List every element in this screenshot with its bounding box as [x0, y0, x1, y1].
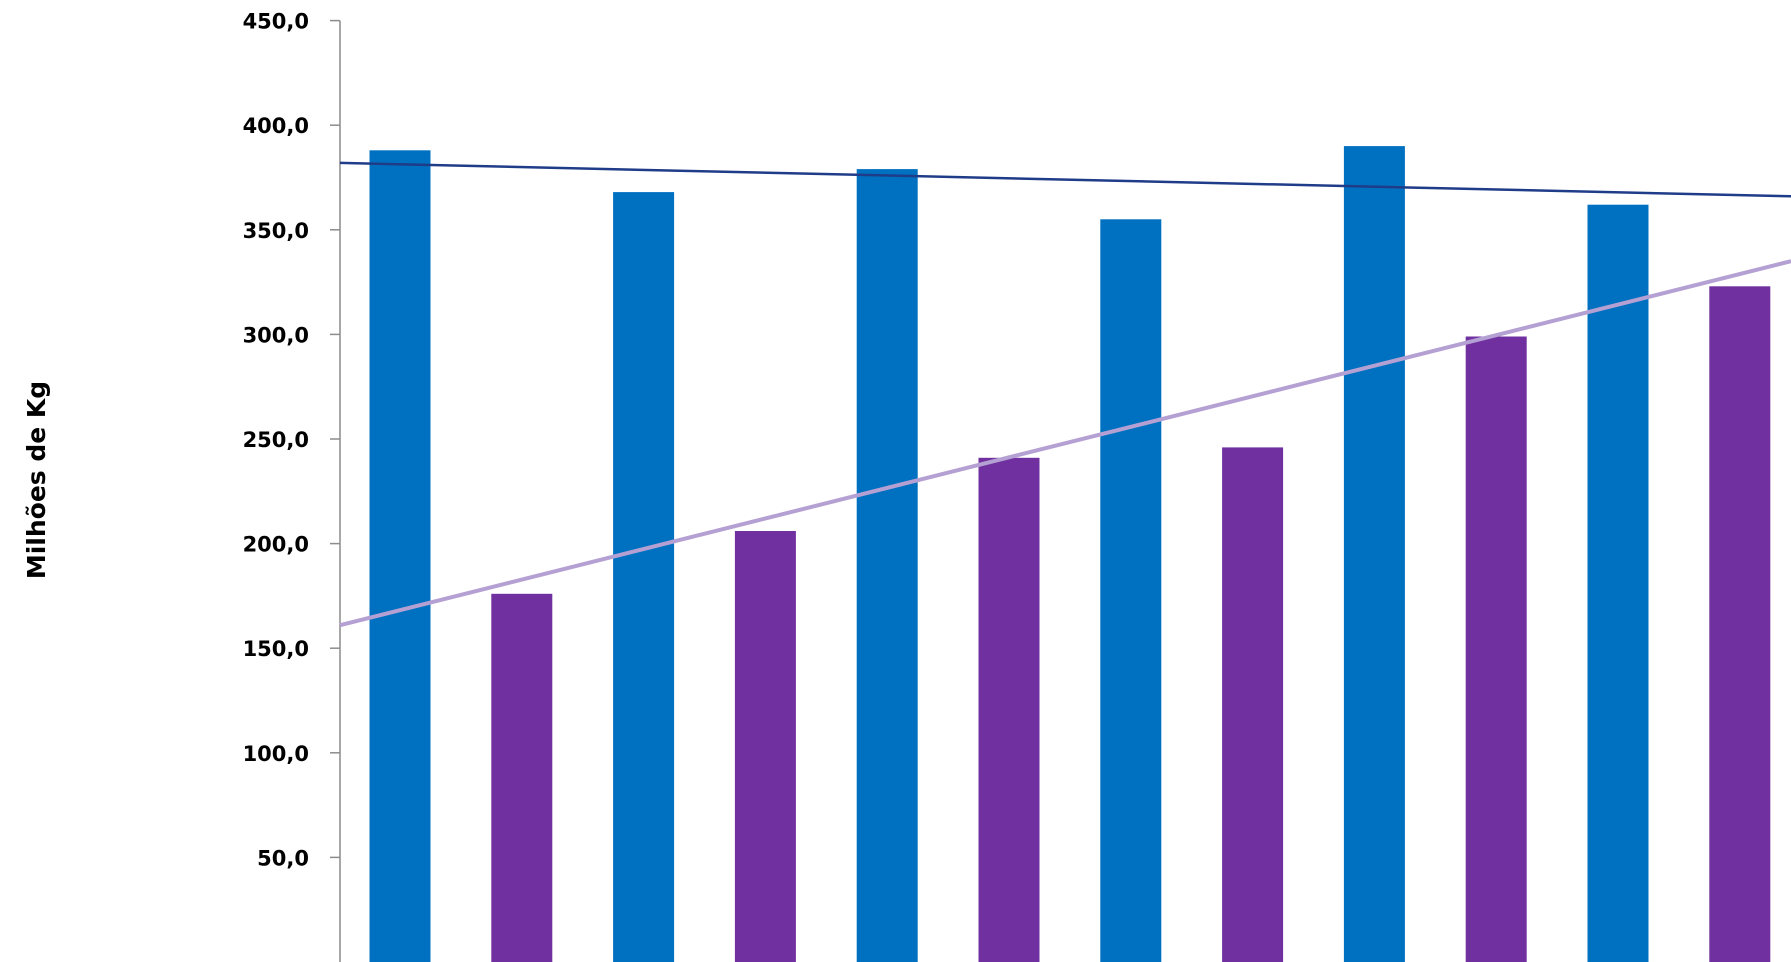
y-tick-label: 50,0 [257, 846, 309, 870]
axes [330, 19, 341, 962]
y-tick-labels: 50,0 100,0 150,0 200,0 250,0 300,0 350,0 400,0 4… [243, 10, 309, 871]
y-tick-label: 250,0 [243, 428, 309, 452]
bar [978, 457, 1040, 962]
trendline [339, 161, 1791, 198]
y-tick-label: 400,0 [243, 114, 309, 138]
y-tick-label: 300,0 [243, 323, 309, 347]
y-axis-label-group: Milhões de Kg [22, 381, 51, 579]
bar [1465, 336, 1527, 962]
trendline [339, 259, 1791, 628]
bar [1709, 286, 1771, 962]
y-axis-label: Milhões de Kg [22, 381, 51, 579]
bar [491, 593, 553, 962]
y-tick-label: 200,0 [243, 533, 309, 557]
trendlines [339, 161, 1791, 628]
y-tick-label: 100,0 [243, 742, 309, 766]
bar [856, 169, 918, 962]
y-tick-label: 350,0 [243, 219, 309, 243]
bar [1587, 204, 1649, 962]
y-tick-label: 450,0 [243, 10, 309, 34]
y-tick-label: 150,0 [243, 637, 309, 661]
bars [369, 146, 1771, 962]
bar [1222, 447, 1284, 962]
bar [1100, 219, 1162, 962]
bar [734, 531, 796, 962]
bar [369, 150, 431, 962]
bar [613, 192, 675, 962]
bar [1343, 146, 1405, 962]
